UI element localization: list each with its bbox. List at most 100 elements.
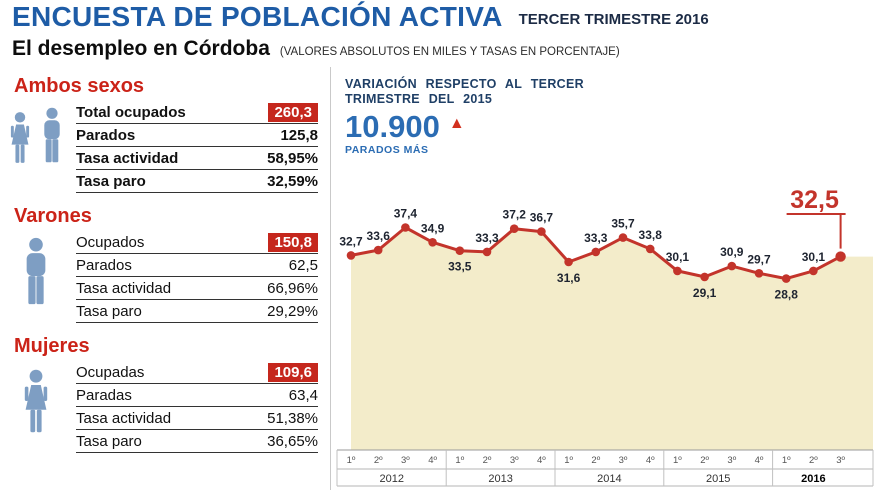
value-label: 33,3 xyxy=(475,231,499,245)
quarter-tick-label: 4º xyxy=(537,455,546,466)
group-icons xyxy=(0,101,72,164)
stat-value: 36,65% xyxy=(267,432,318,450)
stat-label: Total ocupados xyxy=(76,103,186,121)
value-label: 29,7 xyxy=(747,252,771,266)
quarter-tick-label: 2º xyxy=(591,455,600,466)
data-point xyxy=(591,247,601,257)
data-point xyxy=(618,233,628,242)
quarter-tick-label: 2º xyxy=(374,455,383,466)
value-label: 34,9 xyxy=(421,221,445,235)
data-point xyxy=(373,245,383,255)
subtitle: El desempleo en Córdoba xyxy=(12,37,270,60)
value-label: 31,6 xyxy=(557,271,581,285)
data-point xyxy=(537,227,546,236)
stats-panel: Ambos sexos xyxy=(0,67,330,490)
year-label: 2016 xyxy=(801,473,825,485)
data-point xyxy=(455,246,465,255)
stat-label: Tasa actividad xyxy=(76,149,179,167)
stat-label: Tasa paro xyxy=(76,302,142,320)
value-label: 37,4 xyxy=(394,207,418,221)
female-icon xyxy=(10,112,29,163)
data-point xyxy=(482,247,492,257)
stat-value: 63,4 xyxy=(288,386,318,404)
subtitle-note: (VALORES ABSOLUTOS EN MILES Y TASAS EN P… xyxy=(279,46,620,58)
value-label: 33,5 xyxy=(448,260,472,274)
quarter-tick-label: 3º xyxy=(836,455,845,466)
stat-label: Parados xyxy=(76,256,132,274)
page-title: ENCUESTA DE POBLACIÓN ACTIVA xyxy=(12,1,503,31)
chart-panel: VARIACIÓN RESPECTO AL TERCER TRIMESTRE D… xyxy=(330,67,880,490)
stat-value-highlight: 109,6 xyxy=(268,362,318,382)
stat-value: 32,59% xyxy=(267,172,318,190)
data-point xyxy=(835,251,846,262)
stat-label: Tasa actividad xyxy=(76,279,172,297)
quarter-tick-label: 4º xyxy=(755,455,764,466)
value-label: 30,1 xyxy=(666,250,690,264)
data-point xyxy=(781,274,791,283)
stat-value: 66,96% xyxy=(267,279,318,297)
group-title: Mujeres xyxy=(14,335,90,357)
quarter-tick-label: 3º xyxy=(401,455,410,466)
stat-label: Parados xyxy=(76,126,136,144)
data-point xyxy=(509,224,519,233)
group-title: Ambos sexos xyxy=(14,75,145,97)
stat-label: Paradas xyxy=(76,386,132,404)
header: ENCUESTA DE POBLACIÓN ACTIVA TERCER TRIM… xyxy=(0,0,880,31)
group-varones: Varones xyxy=(0,205,330,323)
data-point xyxy=(564,257,573,267)
stat-label: Ocupados xyxy=(76,233,145,251)
variation-value: 10.900 xyxy=(345,109,440,144)
value-label: 33,3 xyxy=(584,231,608,245)
female-icon xyxy=(24,369,48,433)
stat-row: Tasa paro 36,65% xyxy=(76,430,318,453)
quarter-tick-label: 1º xyxy=(673,455,682,466)
data-point xyxy=(754,269,764,278)
data-point xyxy=(645,244,655,254)
year-label: 2015 xyxy=(706,473,730,485)
variation-block: VARIACIÓN RESPECTO AL TERCER TRIMESTRE D… xyxy=(345,77,584,156)
year-label: 2013 xyxy=(488,473,512,485)
group-ambos-sexos: Ambos sexos xyxy=(0,75,330,193)
period-label: TERCER TRIMESTRE 2016 xyxy=(518,11,709,28)
value-label: 36,7 xyxy=(530,211,554,225)
content: Ambos sexos xyxy=(0,67,880,490)
stat-label: Ocupadas xyxy=(76,363,145,381)
quarter-tick-label: 1º xyxy=(455,455,464,466)
data-point xyxy=(346,251,356,260)
year-label: 2014 xyxy=(597,473,621,485)
male-icon xyxy=(26,237,46,305)
value-label: 37,2 xyxy=(503,208,527,222)
variation-note-line1: VARIACIÓN RESPECTO AL TERCER xyxy=(345,77,584,91)
stat-row: Paradas 63,4 xyxy=(76,384,318,407)
unemployment-line-chart: 32,7 33,637,434,9 33,5 33,3 37,2 36,7 31,6 33,3… xyxy=(336,186,874,487)
value-label: 35,7 xyxy=(611,217,635,231)
quarter-tick-label: 2º xyxy=(700,455,709,466)
stat-row: Parados 125,8 xyxy=(76,124,318,147)
stat-row: Tasa actividad 66,96% xyxy=(76,277,318,300)
quarter-tick-label: 3º xyxy=(619,455,628,466)
stat-value: 29,29% xyxy=(267,302,318,320)
stat-row: Parados 62,5 xyxy=(76,254,318,277)
stat-row: Ocupadas 109,6 xyxy=(76,361,318,384)
data-point xyxy=(401,223,410,232)
stat-label: Tasa paro xyxy=(76,432,142,450)
quarter-tick-label: 1º xyxy=(564,455,573,466)
stat-row: Tasa actividad 58,95% xyxy=(76,147,318,170)
up-arrow-icon: ▲ xyxy=(448,115,465,132)
stat-row: Total ocupados 260,3 xyxy=(76,101,318,124)
group-title: Varones xyxy=(14,205,92,227)
value-label: 33,6 xyxy=(367,229,391,243)
data-point xyxy=(700,272,709,282)
stat-row: Tasa actividad 51,38% xyxy=(76,407,318,430)
value-label: 30,9 xyxy=(720,245,744,259)
year-label: 2012 xyxy=(380,473,404,485)
quarter-tick-label: 3º xyxy=(727,455,736,466)
stat-row: Ocupados 150,8 xyxy=(76,231,318,254)
variation-note-line2: TRIMESTRE DEL 2015 xyxy=(345,92,493,106)
data-point xyxy=(809,266,818,276)
value-label: 29,1 xyxy=(693,286,717,300)
chart-container: 32,7 33,6 37,4 34,9 33,5 33,3 37,2 36,7 31,6 33,3… xyxy=(333,182,879,493)
stat-row: Tasa paro 29,29% xyxy=(76,300,318,323)
data-point xyxy=(673,266,682,276)
